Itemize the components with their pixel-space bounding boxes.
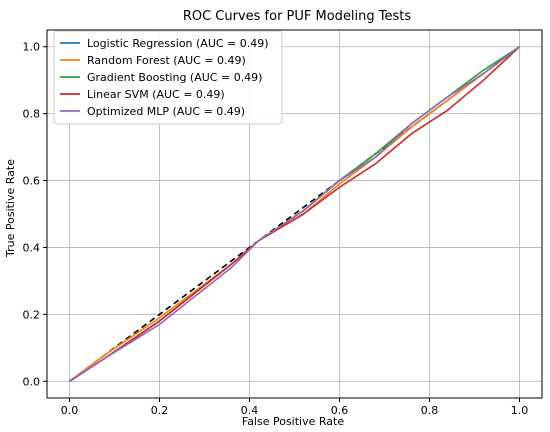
series-layer [69, 46, 521, 382]
plot-frame [46, 29, 543, 399]
series-line-4 [69, 46, 520, 382]
x-tick-label: 0.6 [331, 404, 349, 417]
legend-box [53, 30, 283, 125]
legend-label-1: Random Forest (AUC = 0.49) [87, 54, 246, 67]
legend: Logistic Regression (AUC = 0.49) Random F… [53, 30, 283, 125]
x-tick-label: 0.2 [151, 404, 169, 417]
y-tick-label: 0.2 [23, 308, 41, 321]
y-axis-label: True Positive Rate [4, 159, 17, 258]
tick-layer: 0.0 0.2 0.4 0.6 0.8 1.0 0.0 0.2 0.4 0.6 0.8 1.0 [23, 41, 529, 417]
x-tick-label: 1.0 [511, 404, 529, 417]
legend-label-2: Gradient Boosting (AUC = 0.49) [87, 71, 262, 84]
x-axis-label: False Positive Rate [242, 415, 344, 428]
y-tick-label: 0.6 [23, 175, 41, 188]
x-tick-label: 0.4 [241, 404, 259, 417]
reference-diagonal-line [69, 46, 520, 382]
legend-label-3: Linear SVM (AUC = 0.49) [87, 88, 225, 101]
legend-label-0: Logistic Regression (AUC = 0.49) [87, 37, 269, 50]
y-tick-label: 0.8 [23, 108, 41, 121]
y-tick-label: 0.4 [23, 241, 41, 254]
x-tick-label: 0.0 [61, 404, 79, 417]
y-tick-label: 1.0 [23, 41, 41, 54]
y-tick-label: 0.0 [23, 375, 41, 388]
legend-label-4: Optimized MLP (AUC = 0.49) [87, 105, 245, 118]
series-line-1 [69, 46, 520, 382]
series-line-3 [69, 46, 521, 382]
reference-line-layer [69, 46, 520, 382]
x-tick-label: 0.8 [421, 404, 439, 417]
chart-title: ROC Curves for PUF Modeling Tests [183, 9, 412, 24]
